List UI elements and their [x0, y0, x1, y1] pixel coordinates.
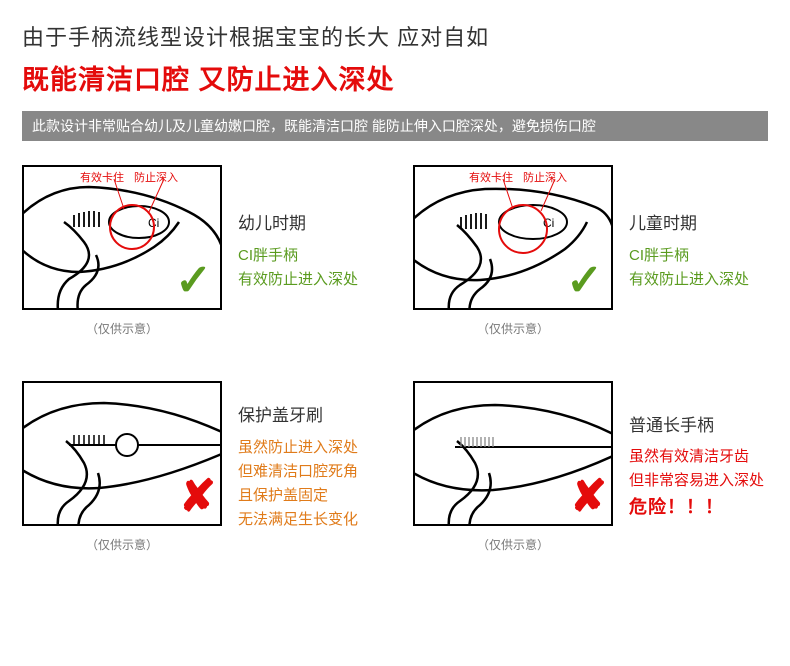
illustration-note: （仅供示意） — [86, 536, 158, 553]
panel-line: 有效防止进入深处 — [629, 268, 759, 292]
panel-line: CI胖手柄 — [238, 244, 368, 268]
panel-line: 但非常容易进入深处 — [629, 469, 764, 493]
panel-long-handle: ✘ （仅供示意） 普通长手柄 虽然有效清洁牙齿 但非常容易进入深处 危险！！！ — [413, 381, 768, 553]
illustration-note: （仅供示意） — [477, 320, 549, 337]
panel-line: 无法满足生长变化 — [238, 508, 368, 532]
cross-icon: ✘ — [179, 471, 212, 522]
header-subtitle: 由于手柄流线型设计根据宝宝的长大 应对自如 — [22, 20, 768, 52]
header-title: 既能清洁口腔 又防止进入深处 — [22, 58, 768, 97]
annot-lock: 有效卡住 — [80, 169, 124, 185]
danger-label: 危险！！！ — [629, 493, 764, 522]
illustration-infant: Ci 有效卡住 防止深入 ✓ — [22, 165, 222, 310]
illustration-note: （仅供示意） — [86, 320, 158, 337]
check-icon: ✓ — [175, 255, 212, 306]
panel-heading: 普通长手柄 — [629, 412, 764, 439]
panel-guard-brush: ✘ （仅供示意） 保护盖牙刷 虽然防止进入深处 但难清洁口腔死角 且保护盖固定 … — [22, 381, 377, 553]
panel-heading: 儿童时期 — [629, 210, 759, 237]
check-icon: ✓ — [566, 255, 603, 306]
panel-child: Ci 有效卡住 防止深入 ✓ （仅供示意） 儿童时期 CI胖手柄 有效防止进入深… — [413, 165, 768, 337]
cross-icon: ✘ — [570, 471, 603, 522]
annot-lock: 有效卡住 — [469, 169, 513, 185]
description-bar: 此款设计非常贴合幼儿及儿童幼嫩口腔，既能清洁口腔 能防止伸入口腔深处，避免损伤口… — [22, 111, 768, 141]
panel-line: 虽然有效清洁牙齿 — [629, 445, 764, 469]
panel-line: 且保护盖固定 — [238, 484, 368, 508]
annot-prevent: 防止深入 — [134, 169, 178, 185]
illustration-note: （仅供示意） — [477, 536, 549, 553]
panel-line: 虽然防止进入深处 — [238, 436, 368, 460]
panel-line: 有效防止进入深处 — [238, 268, 368, 292]
panel-heading: 幼儿时期 — [238, 210, 368, 237]
annot-prevent: 防止深入 — [523, 169, 567, 185]
illustration-guard: ✘ — [22, 381, 222, 526]
illustration-long: ✘ — [413, 381, 613, 526]
panel-grid: Ci 有效卡住 防止深入 ✓ （仅供示意） 幼儿时期 CI胖手柄 有效防止进入深… — [22, 165, 768, 553]
illustration-child: Ci 有效卡住 防止深入 ✓ — [413, 165, 613, 310]
panel-line: 但难清洁口腔死角 — [238, 460, 368, 484]
panel-heading: 保护盖牙刷 — [238, 402, 368, 429]
panel-line: CI胖手柄 — [629, 244, 759, 268]
panel-infant: Ci 有效卡住 防止深入 ✓ （仅供示意） 幼儿时期 CI胖手柄 有效防止进入深… — [22, 165, 377, 337]
